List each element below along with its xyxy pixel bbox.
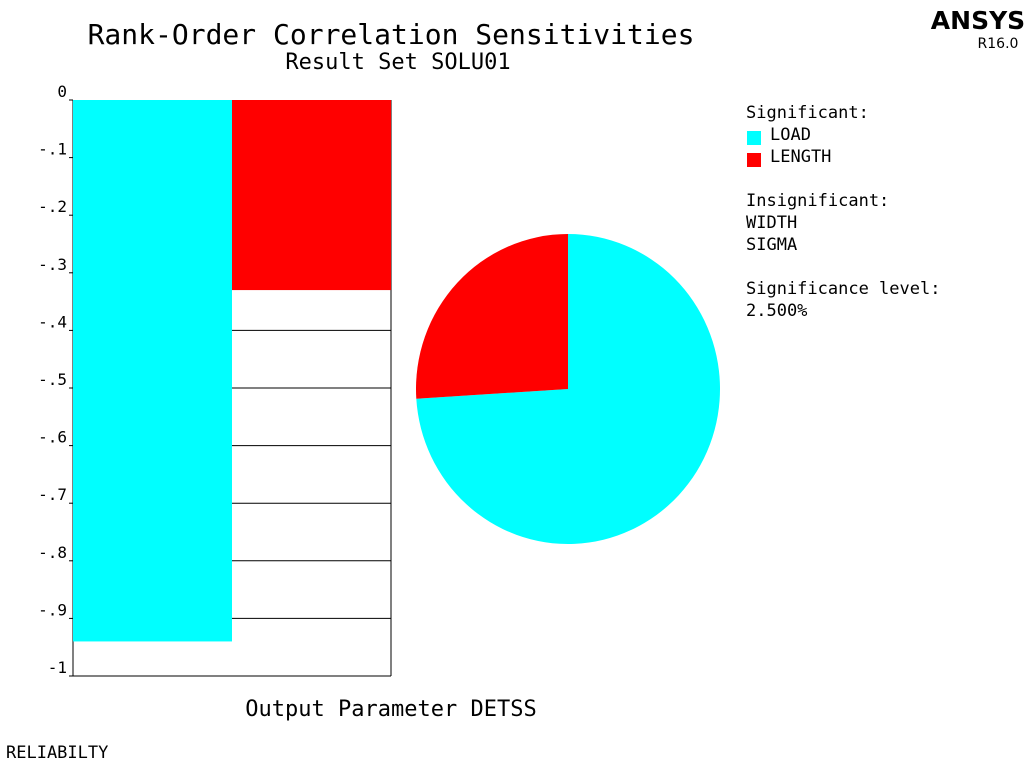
- legend-item-load: LOAD: [770, 125, 811, 145]
- bar-load: [73, 100, 232, 642]
- ansys-version: R16.0: [978, 36, 1019, 52]
- y-tick-label: -.7: [38, 485, 67, 504]
- legend-swatch-load: [747, 131, 761, 145]
- y-tick-label: -.8: [38, 543, 67, 562]
- y-tick-label: -.2: [38, 197, 67, 216]
- y-tick-label: -.4: [38, 312, 67, 331]
- legend-insignificant-heading: Insignificant:: [746, 191, 889, 211]
- pie-chart: [415, 234, 720, 544]
- y-tick-label: -.9: [38, 600, 67, 619]
- legend-significance-value: 2.500%: [746, 301, 807, 321]
- legend-swatch-length: [747, 153, 761, 167]
- legend: Significant: LOAD LENGTH Insignificant: …: [746, 103, 940, 321]
- bar-length: [232, 100, 391, 291]
- legend-insignificant-sigma: SIGMA: [746, 235, 797, 255]
- bar-chart: 0 -.1 -.2 -.3 -.4 -.5 -.6 -.7 -.8 -.9 -1: [38, 82, 392, 677]
- y-tick-label: -.5: [38, 370, 67, 389]
- legend-significant-heading: Significant:: [746, 103, 869, 123]
- chart-title: Rank-Order Correlation Sensitivities: [88, 18, 695, 51]
- legend-item-length: LENGTH: [770, 147, 831, 167]
- y-tick-label: -1: [48, 658, 67, 677]
- x-axis-label: Output Parameter DETSS: [245, 697, 536, 722]
- pie-slice-load: [416, 234, 720, 544]
- y-tick-label: -.3: [38, 255, 67, 274]
- ansys-logo: ANSYS: [931, 6, 1025, 35]
- y-tick-label: -.6: [38, 428, 67, 447]
- y-tick-label: 0: [57, 82, 67, 101]
- legend-insignificant-width: WIDTH: [746, 213, 797, 233]
- legend-significance-heading: Significance level:: [746, 279, 940, 299]
- y-tick-label: -.1: [38, 140, 67, 159]
- chart-subtitle: Result Set SOLU01: [285, 50, 510, 75]
- footer-label: RELIABILTY: [6, 743, 108, 763]
- pie-slice-length: [415, 234, 568, 399]
